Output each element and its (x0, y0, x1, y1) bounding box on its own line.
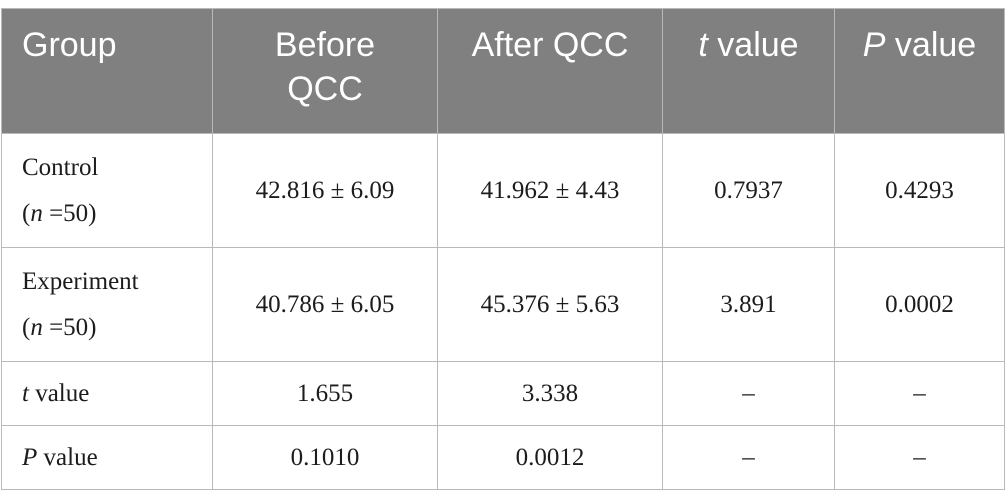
row-p-word: value (37, 443, 98, 471)
row-label-control: Control (n =50) (1, 133, 213, 248)
header-group: Group (1, 8, 213, 134)
cell-t: 0.7937 (662, 133, 835, 248)
qcc-comparison-table: Group Before QCC After QCC t value P val… (1, 8, 1005, 490)
table-row: t value 1.655 3.338 – – (1, 361, 1005, 426)
group-name: Control (22, 153, 99, 181)
n-open: ( (22, 199, 31, 227)
n-symbol: n (30, 313, 43, 341)
row-label-experiment: Experiment (n =50) (1, 247, 213, 362)
cell-before: 40.786 ± 6.05 (212, 247, 438, 362)
cell-p: 0.0002 (834, 247, 1005, 362)
cell-t: – (662, 425, 835, 490)
n-symbol: n (30, 199, 43, 227)
cell-before: 1.655 (212, 361, 438, 426)
header-before-qcc: Before QCC (212, 8, 438, 134)
cell-before: 0.1010 (212, 425, 438, 490)
table-row: Control (n =50) 42.816 ± 6.09 41.962 ± 4… (1, 133, 1005, 248)
n-value: =50) (42, 199, 97, 227)
header-row: Group Before QCC After QCC t value P val… (1, 8, 1005, 134)
group-size: (n =50) (22, 191, 211, 237)
table-row: Experiment (n =50) 40.786 ± 6.05 45.376 … (1, 247, 1005, 362)
cell-t: – (662, 361, 835, 426)
n-open: ( (22, 313, 31, 341)
cell-before: 42.816 ± 6.09 (212, 133, 438, 248)
row-label-t-value: t value (1, 361, 213, 426)
cell-after: 0.0012 (437, 425, 663, 490)
header-t-symbol: t (698, 26, 708, 64)
header-before-line2: QCC (287, 70, 363, 108)
group-name: Experiment (22, 267, 139, 295)
group-size: (n =50) (22, 305, 211, 351)
header-p-symbol: P (862, 26, 886, 64)
cell-p: – (834, 361, 1005, 426)
cell-after: 45.376 ± 5.63 (437, 247, 663, 362)
header-before-line1: Before (274, 26, 376, 64)
table-row: P value 0.1010 0.0012 – – (1, 425, 1005, 490)
n-value: =50) (42, 313, 97, 341)
header-after-qcc: After QCC (437, 8, 663, 134)
row-p-symbol: P (22, 443, 38, 471)
row-t-word: value (28, 379, 90, 407)
cell-p: 0.4293 (834, 133, 1005, 248)
header-group-label: Group (22, 26, 117, 64)
cell-after: 41.962 ± 4.43 (437, 133, 663, 248)
header-p-word: value (885, 26, 977, 64)
row-label-p-value: P value (1, 425, 213, 490)
cell-p: – (834, 425, 1005, 490)
cell-t: 3.891 (662, 247, 835, 362)
cell-after: 3.338 (437, 361, 663, 426)
header-after-label: After QCC (471, 26, 629, 64)
row-t-symbol: t (22, 379, 29, 407)
header-t-value: t value (662, 8, 835, 134)
header-p-value: P value (834, 8, 1005, 134)
header-t-word: value (707, 26, 799, 64)
